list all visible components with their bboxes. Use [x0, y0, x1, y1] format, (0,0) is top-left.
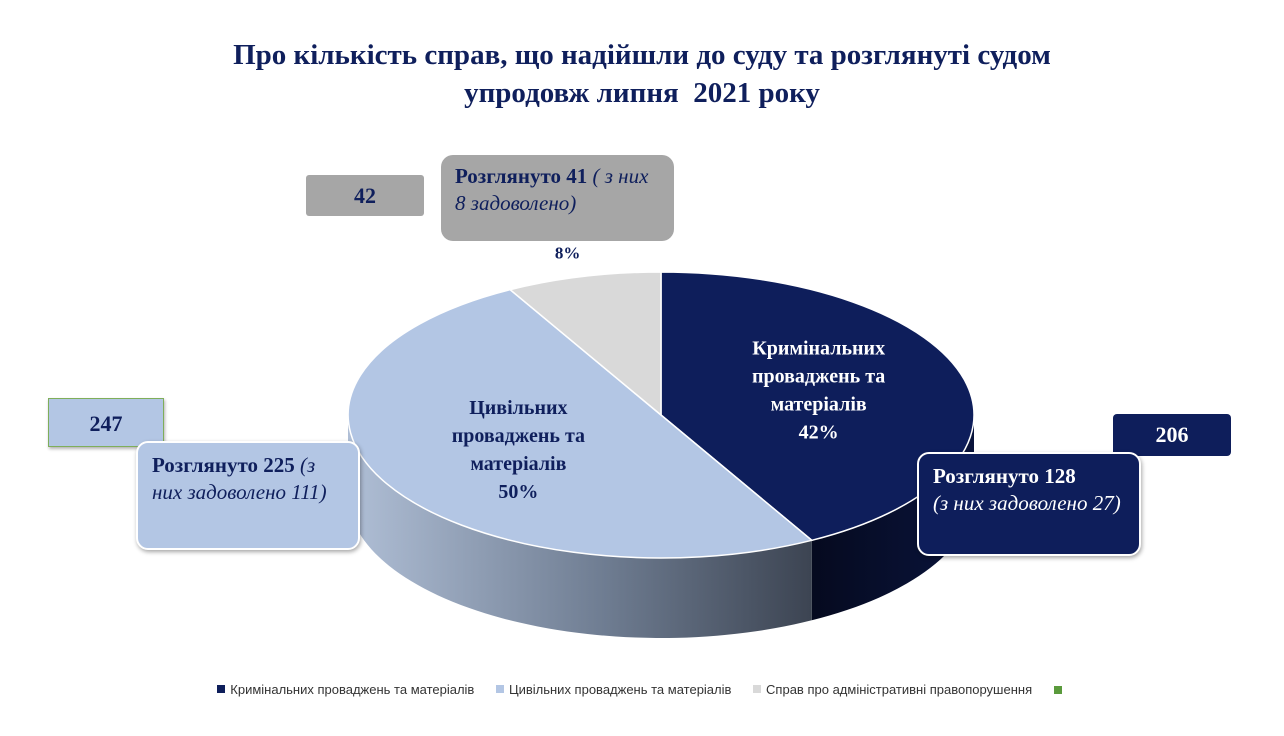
slice-label-line: проваджень та — [452, 425, 585, 447]
reviewed-criminal-title: Розглянуто 128 — [933, 464, 1076, 488]
reviewed-admin-title: Розглянуто 41 — [455, 164, 588, 188]
received-count-criminal: 206 — [1113, 414, 1231, 456]
pie-slice-2 — [508, 271, 662, 417]
pie-slice-0 — [660, 271, 975, 542]
reviewed-callout-civil: Розглянуто 225 (з них задоволено 111) — [136, 441, 360, 550]
legend-swatch-empty — [1053, 685, 1062, 694]
slice-label-line: Кримінальних — [752, 338, 885, 360]
slice-label-line: матеріалів — [771, 394, 867, 416]
legend-item-civil: Цивільних проваджень та матеріалів — [495, 681, 732, 697]
reviewed-callout-admin: Розглянуто 41 ( з них 8 задоволено) — [441, 155, 674, 241]
legend-item-empty — [1053, 681, 1067, 696]
reviewed-criminal-note: (з них задоволено 27) — [933, 491, 1121, 515]
reviewed-civil-title: Розглянуто 225 — [152, 453, 295, 477]
pie-side-1 — [348, 415, 812, 638]
slice-label-1: Цивільних проваджень та матеріалів 50% — [452, 397, 585, 503]
legend-item-criminal: Кримінальних проваджень та матеріалів — [217, 681, 474, 697]
legend-label-civil: Цивільних проваджень та матеріалів — [508, 681, 732, 697]
legend-item-admin: Справ про адміністративні правопорушення — [753, 681, 1032, 697]
chart-title: Про кількість справ, що надійшли до суду… — [0, 36, 1284, 112]
slice-label-line: Цивільних — [469, 397, 567, 419]
reviewed-callout-criminal: Розглянуто 128 (з них задоволено 27) — [917, 452, 1141, 556]
received-count-admin: 42 — [306, 175, 424, 216]
reviewed-admin-note: ( з них 8 задоволено) — [455, 164, 649, 215]
pie-side-0 — [811, 415, 974, 621]
slice-label-0: Кримінальних проваджень та матеріалів 42% — [752, 338, 885, 444]
pie-slice-1 — [347, 288, 814, 559]
legend-swatch-civil — [495, 685, 504, 694]
legend-swatch-admin — [753, 685, 762, 694]
reviewed-civil-note: (з них задоволено 111) — [152, 453, 327, 504]
received-count-civil: 247 — [48, 398, 164, 447]
chart-title-line2: упродовж липня 2021 року — [464, 77, 820, 109]
slice-label-line: матеріалів — [470, 453, 566, 475]
legend-label-admin: Справ про адміністративні правопорушення — [766, 681, 1033, 697]
slice-label-line: 8% — [555, 243, 581, 262]
slice-label-line: 42% — [799, 422, 839, 444]
chart-legend: Кримінальних проваджень та матеріалів Ци… — [0, 680, 1284, 697]
chart-title-line1: Про кількість справ, що надійшли до суду… — [233, 39, 1051, 71]
legend-label-criminal: Кримінальних проваджень та матеріалів — [230, 681, 475, 697]
slice-label-line: 50% — [498, 481, 538, 503]
legend-swatch-criminal — [217, 685, 226, 694]
slice-label-line: проваджень та — [752, 366, 885, 388]
